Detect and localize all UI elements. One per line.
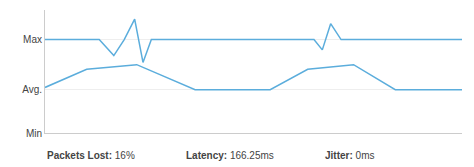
svg-text:Avg.: Avg. <box>22 84 42 95</box>
svg-text:Min: Min <box>26 128 42 139</box>
svg-text:Packets Lost: 16%: Packets Lost: 16% <box>47 150 135 161</box>
svg-text:Latency: 166.25ms: Latency: 166.25ms <box>186 150 274 161</box>
svg-text:Max: Max <box>23 34 42 45</box>
svg-text:Jitter: 0ms: Jitter: 0ms <box>325 150 374 161</box>
